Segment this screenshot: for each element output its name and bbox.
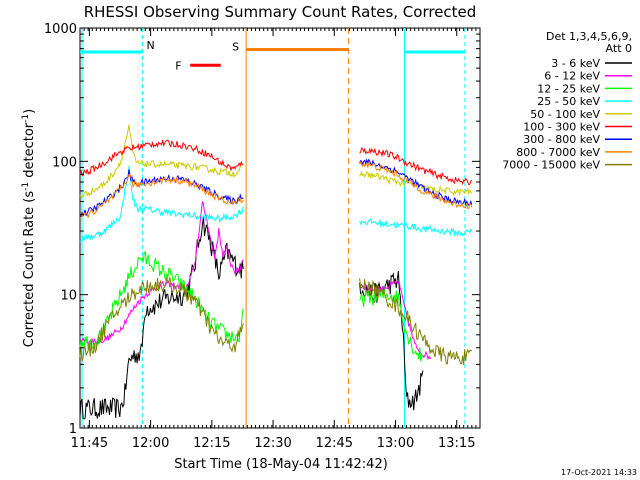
y-axis-label-main: Corrected Count Rate (s: [22, 191, 37, 348]
chart-title: RHESSI Observing Summary Count Rates, Co…: [84, 3, 477, 21]
x-tick-label: 12:00: [132, 436, 169, 451]
y-tick-label: 10: [60, 289, 77, 304]
series-line-3-segment-2: [359, 288, 424, 362]
series-line-9-segment-2: [359, 278, 473, 365]
saa-label-s: S: [232, 40, 239, 53]
series-line-5-segment-1: [79, 124, 244, 199]
legend-label: 300 - 800 keV: [523, 133, 600, 146]
series-line-6-segment-1: [79, 139, 244, 177]
series-line-1-segment-1: [79, 216, 244, 420]
x-tick-label: 11:45: [71, 436, 108, 451]
series-line-8-segment-2: [359, 160, 473, 210]
legend-header-attenuator: Att 0: [606, 42, 632, 55]
observing-markers: N S F: [80, 28, 466, 428]
x-tick-label: 12:45: [316, 436, 353, 451]
y-axis-label-sup2: -1: [21, 114, 31, 123]
legend-header-detectors: Det 1,3,4,5,6,9,: [546, 30, 632, 43]
y-tick-label: 1000: [44, 22, 77, 37]
x-axis: 11:45 12:00 12:15 12:30 12:45 13:00 13:15: [71, 28, 481, 451]
series-line-2-segment-1: [79, 201, 244, 346]
series-line-6-segment-2: [359, 147, 473, 186]
flare-label-f: F: [175, 59, 181, 72]
legend-label: 6 - 12 keV: [544, 70, 600, 83]
legend-label: 100 - 300 keV: [523, 121, 600, 134]
legend-label: 25 - 50 keV: [537, 95, 600, 108]
y-axis: 1 10 100 1000: [44, 22, 480, 437]
series-layer: [79, 124, 473, 420]
y-axis-label-sup1: -1: [21, 182, 31, 191]
x-axis-label: Start Time (18-May-04 11:42:42): [174, 457, 388, 472]
legend-label: 800 - 7000 keV: [516, 146, 600, 159]
y-tick-label: 1: [69, 422, 77, 437]
legend-label: 7000 - 15000 keV: [502, 159, 600, 172]
night-label-n: N: [146, 39, 154, 52]
legend-label: 50 - 100 keV: [530, 108, 600, 121]
plot-area: N S F 1 10 100 1000 11:45 12:00 12:15 12:30 12:45…: [44, 22, 481, 451]
series-line-9-segment-1: [79, 277, 244, 362]
x-tick-label: 12:30: [254, 436, 291, 451]
legend-label: 12 - 25 keV: [537, 82, 600, 95]
footer-timestamp: 17-Oct-2021 14:33: [561, 468, 637, 477]
x-tick-label: 12:15: [193, 436, 230, 451]
x-tick-label: 13:00: [377, 436, 414, 451]
x-tick-label: 13:15: [438, 436, 475, 451]
y-tick-label: 100: [52, 155, 77, 170]
y-axis-label: Corrected Count Rate (s-1 detector-1): [21, 109, 37, 347]
y-axis-label-end: ): [22, 109, 37, 114]
series-line-4-segment-2: [359, 217, 473, 238]
y-axis-label-mid: detector: [22, 122, 37, 182]
series-line-4-segment-1: [79, 165, 244, 243]
legend-label: 3 - 6 keV: [551, 57, 600, 70]
series-line-8-segment-1: [79, 173, 244, 218]
